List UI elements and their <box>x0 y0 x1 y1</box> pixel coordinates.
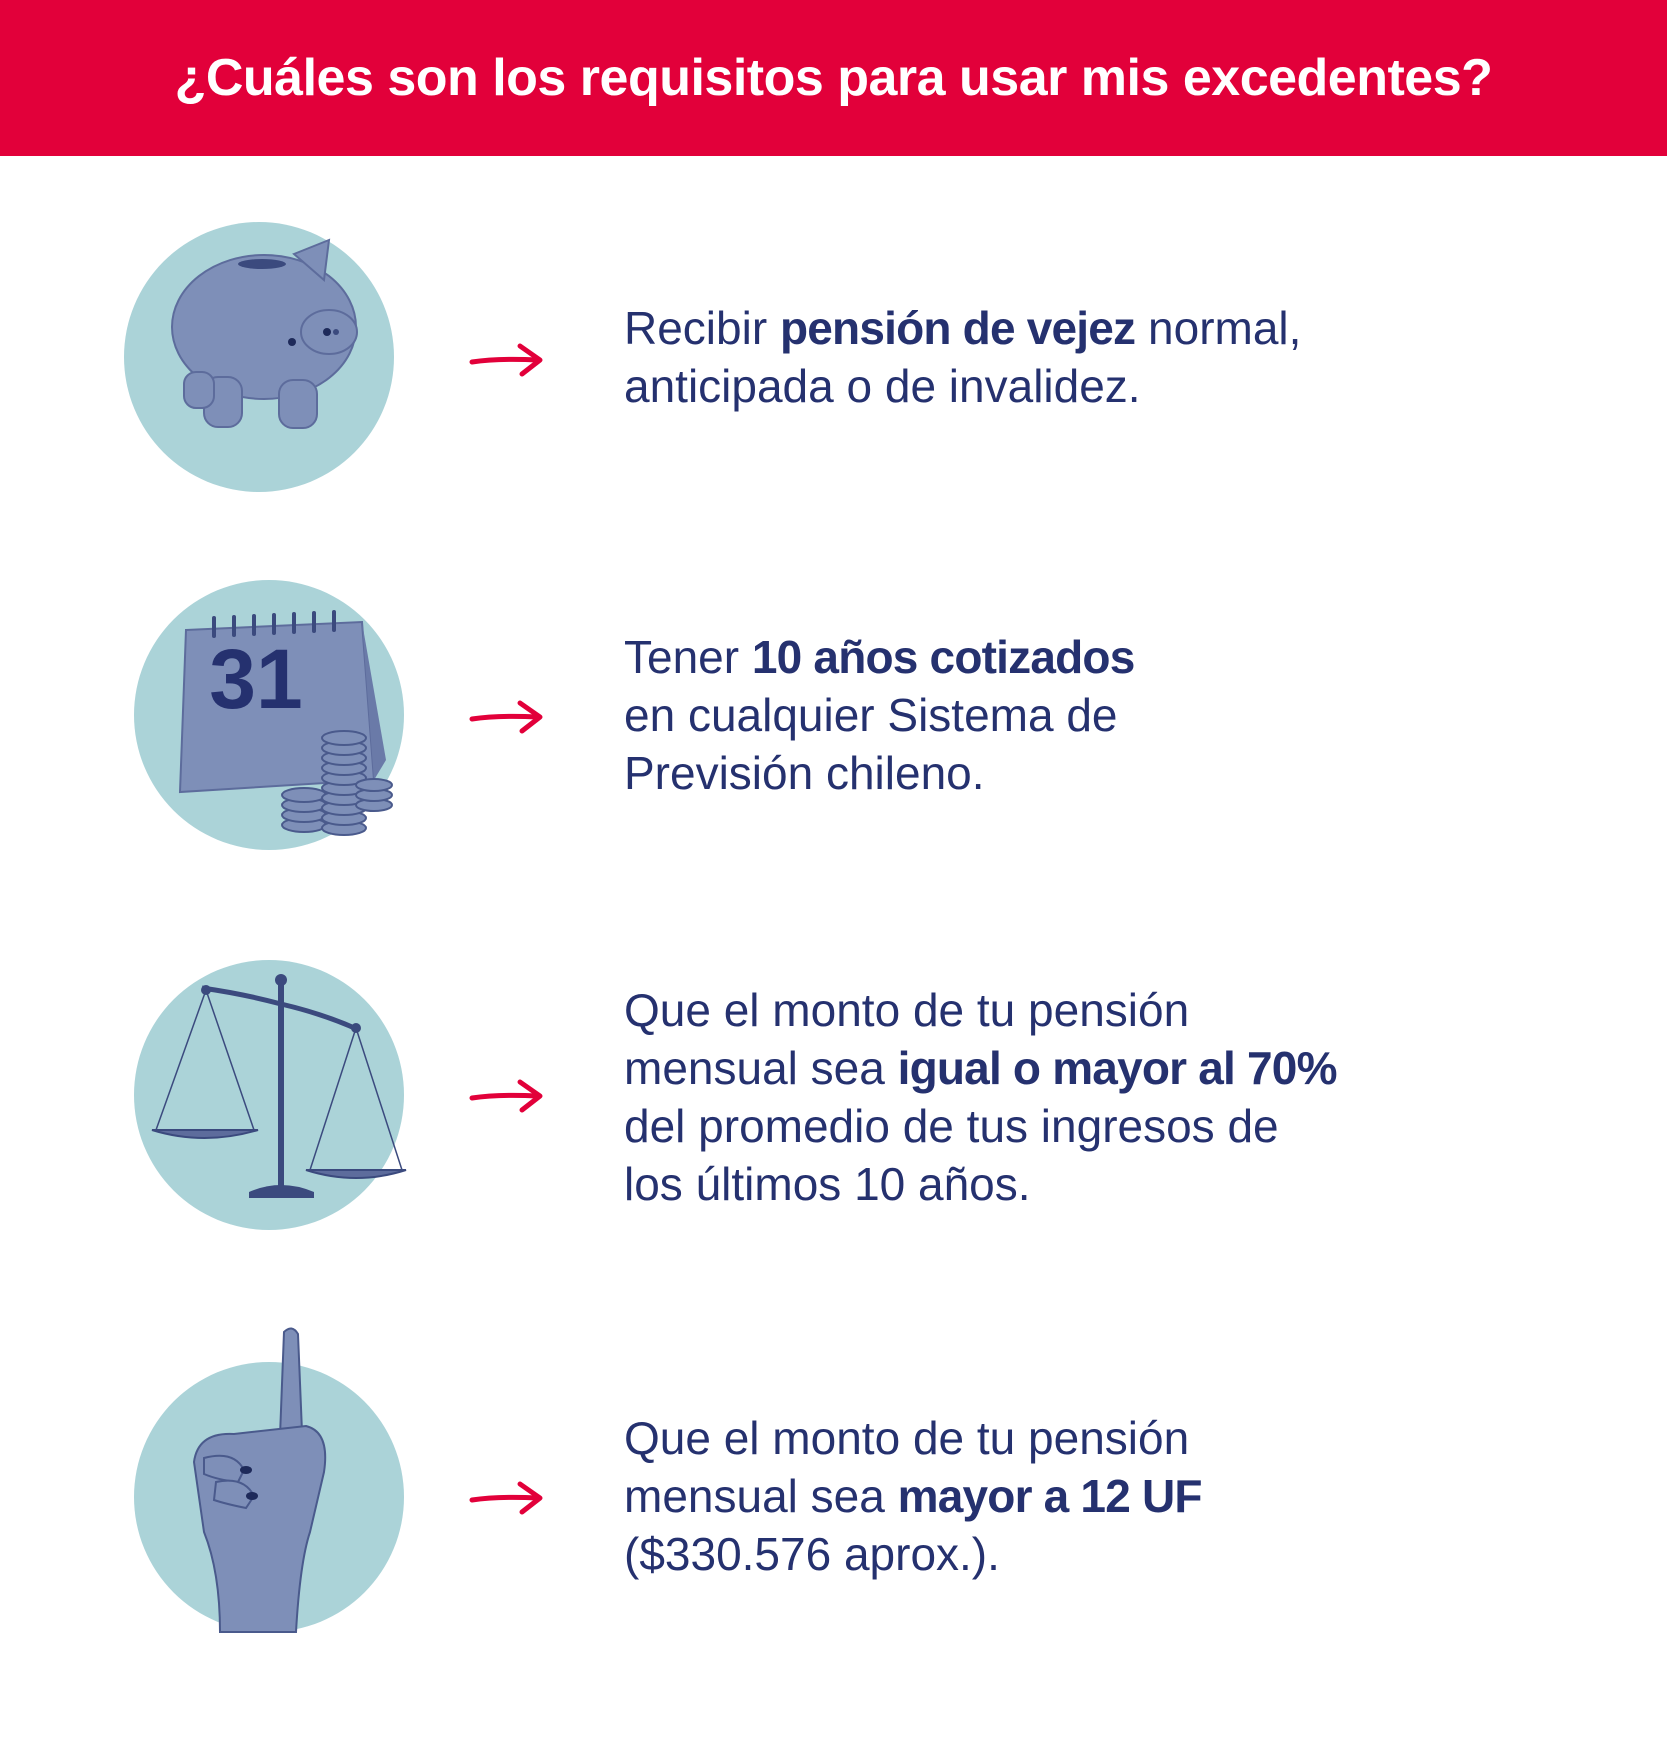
arrow-right-icon <box>469 700 543 734</box>
icon-circle <box>134 960 407 1230</box>
header-banner: ¿Cuáles son los requisitos para usar mis… <box>0 0 1667 156</box>
arrow-right-icon <box>469 343 543 377</box>
piggy-bank-icon <box>171 238 358 429</box>
arrow-right-icon <box>469 1481 543 1515</box>
calendar-coins-icon: 31 <box>178 610 393 836</box>
text-line: mensual sea igual o mayor al 70% <box>624 1042 1337 1094</box>
requirement-text: Que el monto de tu pensión mensual sea i… <box>624 981 1337 1213</box>
text-line: mensual sea mayor a 12 UF <box>624 1470 1202 1522</box>
text-line: Que el monto de tu pensión <box>624 1412 1190 1464</box>
icon-circle: 31 <box>134 580 404 850</box>
text-line: los últimos 10 años. <box>624 1158 1031 1210</box>
text-line: del promedio de tus ingresos de <box>624 1100 1279 1152</box>
icon-circle <box>134 1327 404 1633</box>
text-line: anticipada o de invalidez. <box>624 360 1141 412</box>
raised-finger-icon <box>192 1327 327 1633</box>
requirement-text: Tener 10 años cotizados en cualquier Sis… <box>624 628 1135 802</box>
balance-scale-icon <box>151 974 407 1198</box>
icon-circle <box>124 222 394 492</box>
arrow-right-icon <box>469 1079 543 1113</box>
text-line: en cualquier Sistema de <box>624 689 1118 741</box>
requirement-text: Que el monto de tu pensión mensual sea m… <box>624 1409 1202 1583</box>
calendar-number: 31 <box>209 632 302 726</box>
text-line: Que el monto de tu pensión <box>624 984 1190 1036</box>
page-title: ¿Cuáles son los requisitos para usar mis… <box>174 49 1493 107</box>
text-line: Tener 10 años cotizados <box>624 631 1135 683</box>
text-line: Recibir pensión de vejez normal, <box>624 302 1302 354</box>
requirement-text: Recibir pensión de vejez normal, anticip… <box>624 299 1301 415</box>
text-line: Previsión chileno. <box>624 747 985 799</box>
text-line: ($330.576 aprox.). <box>624 1528 1000 1580</box>
